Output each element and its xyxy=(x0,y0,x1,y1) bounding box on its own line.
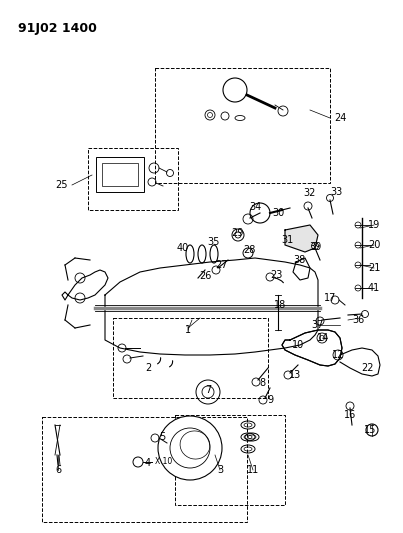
Text: 18: 18 xyxy=(274,300,286,310)
Bar xyxy=(96,157,144,192)
Text: 10: 10 xyxy=(292,340,304,350)
Text: 1: 1 xyxy=(185,325,191,335)
Text: 30: 30 xyxy=(272,208,284,218)
Bar xyxy=(113,318,268,398)
Text: 31: 31 xyxy=(281,235,293,245)
Text: 14: 14 xyxy=(317,333,329,343)
Bar xyxy=(102,163,138,186)
Text: 41: 41 xyxy=(368,283,380,293)
Text: 19: 19 xyxy=(368,220,380,230)
Text: X 10: X 10 xyxy=(155,457,172,466)
Text: 9: 9 xyxy=(267,395,273,405)
Text: 29: 29 xyxy=(231,228,243,238)
Text: 26: 26 xyxy=(199,271,211,281)
Text: 36: 36 xyxy=(352,315,364,325)
Text: 24: 24 xyxy=(334,113,346,123)
Text: 7: 7 xyxy=(205,385,211,395)
Text: 2: 2 xyxy=(145,363,151,373)
Circle shape xyxy=(158,416,222,480)
Text: 17: 17 xyxy=(324,293,336,303)
Text: 6: 6 xyxy=(55,465,61,475)
Polygon shape xyxy=(285,225,318,252)
Text: 16: 16 xyxy=(344,410,356,420)
Text: 22: 22 xyxy=(362,363,374,373)
Text: 27: 27 xyxy=(216,260,228,270)
Text: 3: 3 xyxy=(217,465,223,475)
Text: 21: 21 xyxy=(368,263,380,273)
Bar xyxy=(155,68,330,183)
Text: 33: 33 xyxy=(330,187,342,197)
Text: 40: 40 xyxy=(177,243,189,253)
Text: 12: 12 xyxy=(332,350,344,360)
Polygon shape xyxy=(282,330,342,366)
Bar xyxy=(88,148,178,210)
Text: 38: 38 xyxy=(293,255,305,265)
Text: 15: 15 xyxy=(364,425,376,435)
Text: 28: 28 xyxy=(243,245,255,255)
Text: 8: 8 xyxy=(259,378,265,388)
Text: 37: 37 xyxy=(312,320,324,330)
Bar xyxy=(175,415,285,505)
Text: 35: 35 xyxy=(207,237,219,247)
Circle shape xyxy=(223,78,247,102)
Bar xyxy=(42,417,247,522)
Text: 25: 25 xyxy=(56,180,68,190)
Text: 32: 32 xyxy=(304,188,316,198)
Text: 4: 4 xyxy=(145,458,151,468)
Text: 13: 13 xyxy=(289,370,301,380)
Text: 91J02 1400: 91J02 1400 xyxy=(18,22,97,35)
Text: 11: 11 xyxy=(247,465,259,475)
Text: 5: 5 xyxy=(159,432,165,442)
Text: 20: 20 xyxy=(368,240,380,250)
Text: 23: 23 xyxy=(270,270,282,280)
Text: 39: 39 xyxy=(309,242,321,252)
Text: 34: 34 xyxy=(249,202,261,212)
